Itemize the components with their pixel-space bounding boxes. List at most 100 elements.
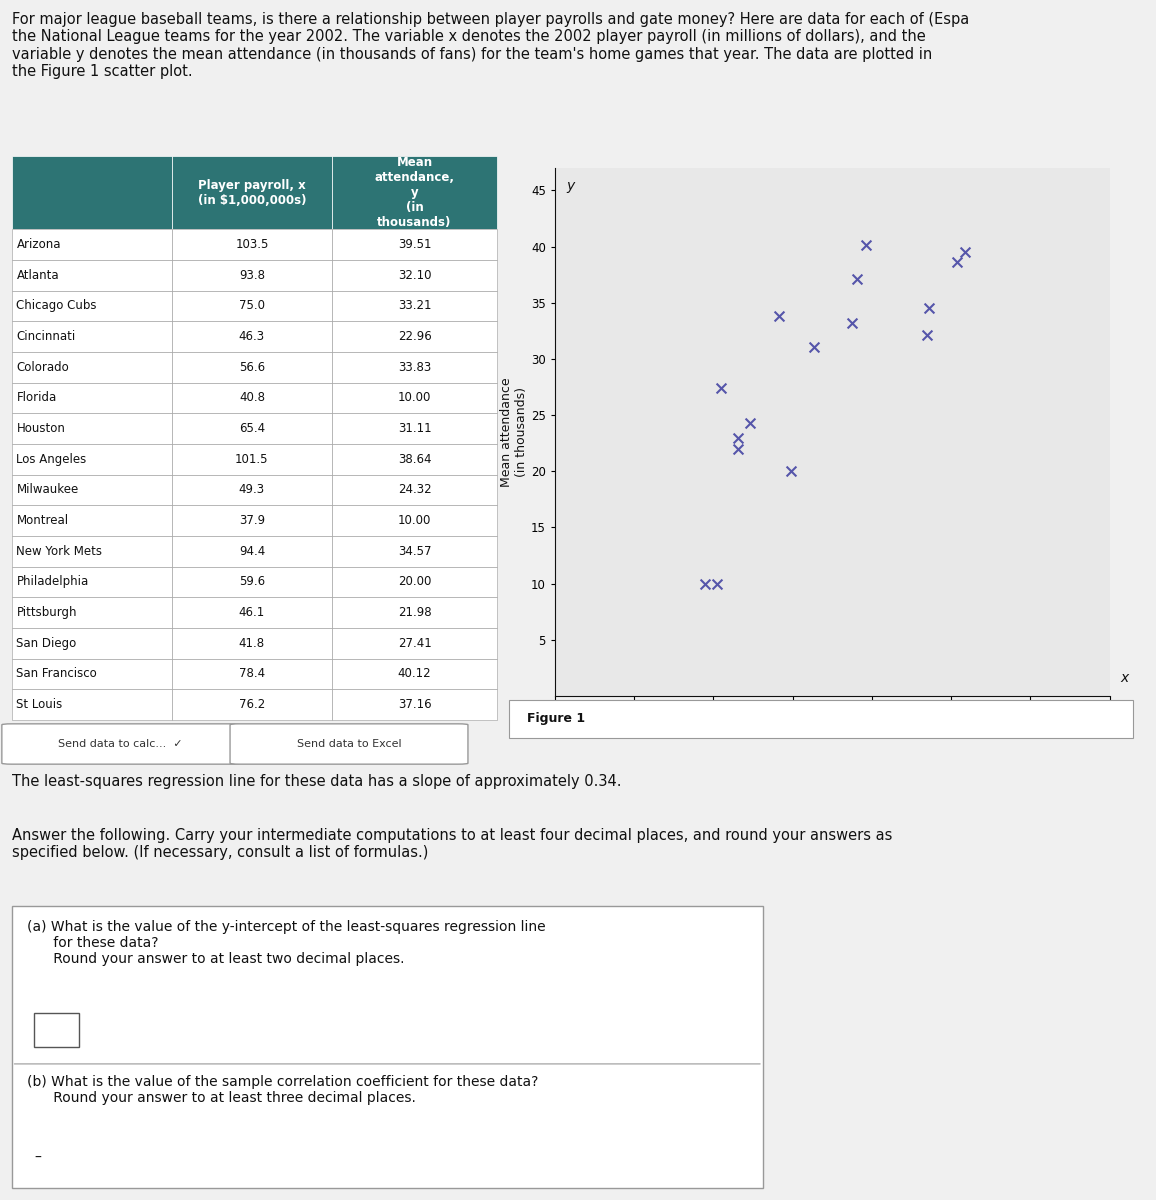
FancyBboxPatch shape	[12, 906, 763, 1188]
Text: 101.5: 101.5	[235, 452, 268, 466]
FancyBboxPatch shape	[172, 536, 332, 566]
Text: 94.4: 94.4	[239, 545, 265, 558]
Point	[741, 413, 759, 432]
FancyBboxPatch shape	[172, 659, 332, 689]
FancyBboxPatch shape	[172, 229, 332, 260]
Text: Florida: Florida	[16, 391, 57, 404]
Text: Arizona: Arizona	[16, 238, 61, 251]
FancyBboxPatch shape	[12, 659, 172, 689]
Text: St Louis: St Louis	[16, 698, 62, 712]
Text: 33.21: 33.21	[398, 300, 431, 312]
Text: 31.11: 31.11	[398, 422, 431, 436]
FancyBboxPatch shape	[332, 229, 497, 260]
FancyBboxPatch shape	[332, 352, 497, 383]
Text: 39.51: 39.51	[398, 238, 431, 251]
FancyBboxPatch shape	[172, 383, 332, 413]
Text: Mean
attendance,
y
(in
thousands): Mean attendance, y (in thousands)	[375, 156, 454, 229]
Text: Figure 1: Figure 1	[527, 713, 585, 725]
Text: 21.98: 21.98	[398, 606, 431, 619]
Point	[920, 298, 939, 317]
FancyBboxPatch shape	[172, 689, 332, 720]
FancyBboxPatch shape	[172, 505, 332, 536]
Text: Answer the following. Carry your intermediate computations to at least four deci: Answer the following. Carry your interme…	[12, 828, 892, 860]
FancyBboxPatch shape	[332, 659, 497, 689]
FancyBboxPatch shape	[172, 322, 332, 352]
Text: 75.0: 75.0	[239, 300, 265, 312]
Text: Cincinnati: Cincinnati	[16, 330, 75, 343]
Text: 22.96: 22.96	[398, 330, 431, 343]
Text: Los Angeles: Los Angeles	[16, 452, 87, 466]
Point	[781, 462, 800, 481]
Text: 46.1: 46.1	[239, 606, 265, 619]
Point	[857, 235, 875, 254]
FancyBboxPatch shape	[332, 383, 497, 413]
Text: San Francisco: San Francisco	[16, 667, 97, 680]
FancyBboxPatch shape	[332, 598, 497, 628]
FancyBboxPatch shape	[12, 260, 172, 290]
Text: 65.4: 65.4	[239, 422, 265, 436]
FancyBboxPatch shape	[12, 352, 172, 383]
Text: Montreal: Montreal	[16, 514, 68, 527]
FancyBboxPatch shape	[172, 598, 332, 628]
Text: (b) What is the value of the sample correlation coefficient for these data?
    : (b) What is the value of the sample corr…	[27, 1075, 538, 1105]
Text: Milwaukee: Milwaukee	[16, 484, 79, 497]
Point	[770, 306, 788, 325]
FancyBboxPatch shape	[332, 628, 497, 659]
Text: (a) What is the value of the y-intercept of the least-squares regression line
  : (a) What is the value of the y-intercept…	[27, 920, 546, 966]
FancyBboxPatch shape	[2, 724, 239, 764]
Text: 78.4: 78.4	[239, 667, 265, 680]
FancyBboxPatch shape	[172, 444, 332, 475]
Point	[805, 337, 823, 356]
FancyBboxPatch shape	[332, 444, 497, 475]
FancyBboxPatch shape	[172, 413, 332, 444]
Text: Philadelphia: Philadelphia	[16, 576, 89, 588]
FancyBboxPatch shape	[12, 598, 172, 628]
FancyBboxPatch shape	[332, 290, 497, 322]
Text: 32.10: 32.10	[398, 269, 431, 282]
Text: 27.41: 27.41	[398, 637, 431, 650]
FancyBboxPatch shape	[230, 724, 468, 764]
FancyBboxPatch shape	[12, 322, 172, 352]
Text: For major league baseball teams, is there a relationship between player payrolls: For major league baseball teams, is ther…	[12, 12, 969, 79]
FancyBboxPatch shape	[332, 322, 497, 352]
FancyBboxPatch shape	[172, 156, 332, 229]
FancyBboxPatch shape	[12, 229, 172, 260]
FancyBboxPatch shape	[35, 1013, 79, 1046]
FancyBboxPatch shape	[12, 566, 172, 598]
FancyBboxPatch shape	[332, 536, 497, 566]
Text: 37.9: 37.9	[239, 514, 265, 527]
Text: Colorado: Colorado	[16, 361, 69, 374]
Text: 59.6: 59.6	[239, 576, 265, 588]
FancyBboxPatch shape	[12, 444, 172, 475]
Point	[918, 325, 936, 344]
Text: 93.8: 93.8	[239, 269, 265, 282]
FancyBboxPatch shape	[12, 290, 172, 322]
FancyBboxPatch shape	[332, 505, 497, 536]
FancyBboxPatch shape	[12, 689, 172, 720]
FancyBboxPatch shape	[12, 505, 172, 536]
FancyBboxPatch shape	[332, 689, 497, 720]
Point	[696, 574, 714, 593]
Point	[711, 378, 729, 397]
Text: Player payroll, x
(in $1,000,000s): Player payroll, x (in $1,000,000s)	[198, 179, 306, 206]
FancyBboxPatch shape	[332, 475, 497, 505]
FancyBboxPatch shape	[12, 475, 172, 505]
Text: Atlanta: Atlanta	[16, 269, 59, 282]
Point	[948, 252, 966, 271]
FancyBboxPatch shape	[332, 260, 497, 290]
FancyBboxPatch shape	[332, 566, 497, 598]
Point	[707, 574, 726, 593]
Text: 56.6: 56.6	[239, 361, 265, 374]
FancyBboxPatch shape	[12, 383, 172, 413]
FancyBboxPatch shape	[12, 413, 172, 444]
Text: 24.32: 24.32	[398, 484, 431, 497]
Text: New York Mets: New York Mets	[16, 545, 103, 558]
Text: y: y	[566, 179, 575, 192]
Text: 46.3: 46.3	[239, 330, 265, 343]
Text: 103.5: 103.5	[235, 238, 268, 251]
Text: Send data to calc...  ✓: Send data to calc... ✓	[59, 739, 183, 749]
Text: –: –	[35, 1151, 40, 1165]
Point	[847, 269, 866, 288]
Y-axis label: Mean attendance
(in thousands): Mean attendance (in thousands)	[501, 377, 528, 487]
Text: Chicago Cubs: Chicago Cubs	[16, 300, 97, 312]
